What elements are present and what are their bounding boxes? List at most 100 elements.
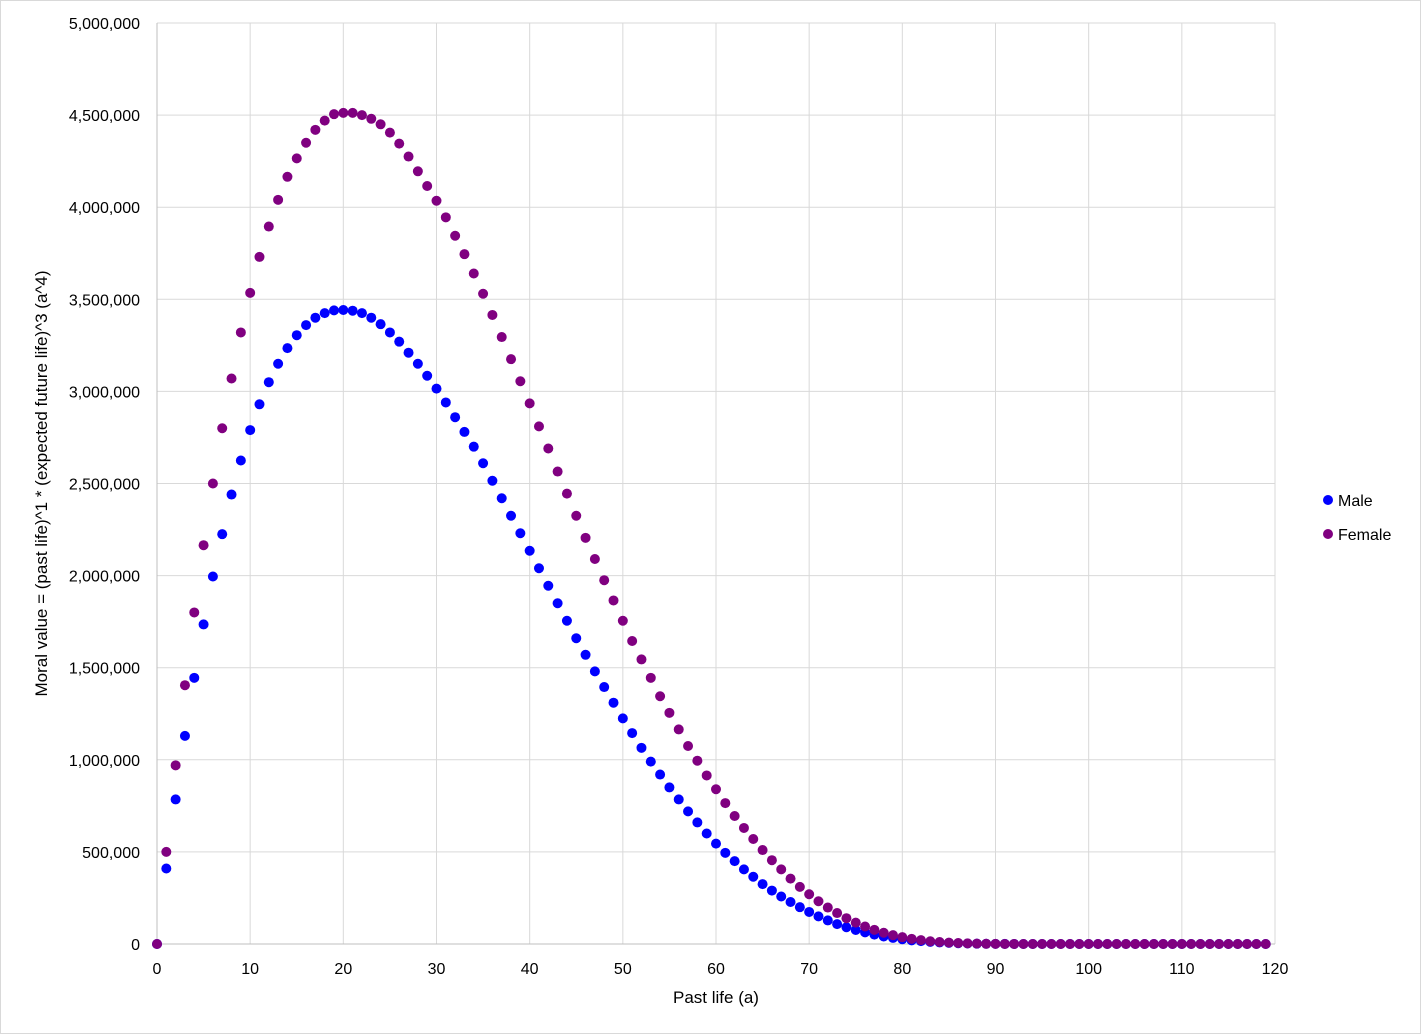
female-point <box>198 540 209 551</box>
female-point <box>981 938 992 949</box>
male-point <box>478 458 489 469</box>
male-point <box>673 794 684 805</box>
female-point <box>403 151 414 162</box>
female-point <box>310 124 321 135</box>
female-point <box>217 423 228 434</box>
female-point <box>720 798 731 809</box>
female-point <box>459 249 470 260</box>
male-point <box>794 902 805 913</box>
female-point <box>645 672 656 683</box>
female-point <box>506 354 517 365</box>
male-point <box>273 358 284 369</box>
female-point <box>1120 939 1131 949</box>
male-point <box>757 879 768 890</box>
male-point <box>291 330 302 341</box>
female-point <box>440 212 451 223</box>
female-point <box>897 932 908 943</box>
female-point <box>263 221 274 232</box>
x-tick-label: 60 <box>707 961 725 978</box>
male-point <box>506 510 517 521</box>
female-point <box>841 913 852 924</box>
x-tick-label: 20 <box>334 961 352 978</box>
x-tick-label: 0 <box>153 961 162 978</box>
female-point <box>850 917 861 928</box>
x-tick-label: 70 <box>800 961 818 978</box>
male-point <box>804 906 815 917</box>
male-point <box>496 493 507 504</box>
female-point <box>366 113 377 124</box>
female-point <box>1037 938 1048 949</box>
female-point <box>832 908 843 919</box>
female-point <box>925 936 936 947</box>
female-point <box>1139 939 1150 949</box>
x-tick-label: 120 <box>1262 961 1289 978</box>
female-point <box>971 938 982 949</box>
female-point <box>1186 939 1197 949</box>
x-tick-label: 10 <box>241 961 259 978</box>
female-point <box>804 889 815 900</box>
male-point <box>748 871 759 882</box>
male-point <box>347 305 358 316</box>
female-point <box>1195 939 1206 949</box>
female-point <box>161 846 172 857</box>
male-point <box>301 320 312 331</box>
male-point <box>850 925 861 936</box>
male-point <box>599 682 610 693</box>
male-point <box>468 441 479 452</box>
female-point <box>254 251 265 262</box>
male-point <box>422 370 433 381</box>
legend-marker-female <box>1323 529 1333 539</box>
x-tick-label: 90 <box>987 961 1005 978</box>
male-point <box>524 545 535 556</box>
male-point <box>785 897 796 908</box>
female-point <box>338 107 349 118</box>
male-point <box>701 828 712 839</box>
male-point <box>189 672 200 683</box>
female-point <box>291 153 302 164</box>
male-point <box>412 358 423 369</box>
male-point <box>561 615 572 626</box>
female-point <box>515 376 526 387</box>
female-point <box>282 171 293 182</box>
female-point <box>766 855 777 866</box>
female-point <box>245 287 256 298</box>
female-point <box>599 575 610 586</box>
male-point <box>608 697 619 708</box>
female-point <box>655 691 666 702</box>
y-axis-title: Moral value = (past life)^1 * (expected … <box>32 271 51 697</box>
male-point <box>403 347 414 358</box>
male-point <box>356 308 367 319</box>
female-point <box>319 115 330 126</box>
female-point <box>608 595 619 606</box>
female-point <box>478 288 489 299</box>
female-point <box>869 924 880 935</box>
x-tick-labels: 0 10 20 30 40 50 60 70 80 90 100 110 120 <box>153 961 1289 978</box>
female-point <box>1027 938 1038 949</box>
female-point <box>776 864 787 875</box>
male-point <box>375 319 386 330</box>
female-point <box>683 740 694 751</box>
female-point <box>673 724 684 735</box>
female-point <box>1102 939 1113 949</box>
female-point <box>1148 939 1159 949</box>
female-point <box>422 181 433 192</box>
female-point <box>617 615 628 626</box>
female-point <box>580 532 591 543</box>
female-point <box>738 822 749 833</box>
female-point <box>636 654 647 665</box>
female-point <box>543 443 554 454</box>
female-point <box>329 109 340 120</box>
male-point <box>487 475 498 486</box>
legend-marker-male <box>1323 495 1333 505</box>
male-point <box>217 529 228 540</box>
female-point <box>757 845 768 856</box>
female-point <box>1204 939 1215 949</box>
male-point <box>170 794 181 805</box>
male-point <box>822 915 833 926</box>
male-point <box>459 426 470 437</box>
x-tick-label: 80 <box>893 961 911 978</box>
female-point <box>1176 939 1187 949</box>
y-tick-label: 3,000,000 <box>69 384 140 401</box>
female-point <box>860 921 871 932</box>
